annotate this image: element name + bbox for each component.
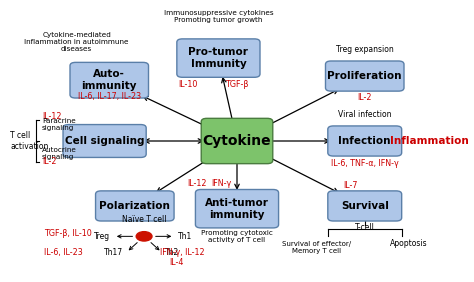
Text: Autocrine
signaling: Autocrine signaling	[42, 147, 77, 160]
FancyBboxPatch shape	[63, 125, 146, 157]
Text: IL-2: IL-2	[357, 93, 372, 102]
Text: IL-4: IL-4	[170, 258, 184, 267]
Text: Survival: Survival	[341, 201, 389, 211]
Text: IFN-γ, IL-12: IFN-γ, IL-12	[160, 248, 205, 257]
Text: Anti-tumor
immunity: Anti-tumor immunity	[205, 198, 269, 219]
Text: Survival of effector/
Memory T cell: Survival of effector/ Memory T cell	[283, 241, 351, 254]
Text: Apoptosis: Apoptosis	[390, 239, 428, 248]
Text: IL-2: IL-2	[42, 157, 56, 166]
Text: IL-7: IL-7	[343, 181, 358, 190]
Text: Cytokine-mediated
Inflammation in autoimmune
diseases: Cytokine-mediated Inflammation in autoim…	[25, 32, 129, 52]
FancyBboxPatch shape	[326, 61, 404, 91]
Text: IL-12: IL-12	[42, 112, 62, 121]
Text: Th2: Th2	[165, 248, 180, 257]
Text: IL-10: IL-10	[178, 80, 198, 89]
Text: IFN-γ: IFN-γ	[211, 179, 232, 188]
Text: IL-6, IL-23: IL-6, IL-23	[44, 248, 83, 257]
Text: Naïve T cell: Naïve T cell	[122, 215, 166, 224]
Text: T-cell: T-cell	[355, 223, 374, 232]
Text: TGF-β: TGF-β	[226, 80, 249, 89]
Text: T cell
activation: T cell activation	[10, 131, 49, 151]
Text: Immunosuppressive cytokines
Promoting tumor growth: Immunosuppressive cytokines Promoting tu…	[164, 10, 273, 23]
Text: Promoting cytotoxic
activity of T cell: Promoting cytotoxic activity of T cell	[201, 230, 273, 243]
FancyBboxPatch shape	[201, 118, 273, 164]
Text: Treg: Treg	[94, 232, 110, 241]
Text: Pro-tumor
Immunity: Pro-tumor Immunity	[189, 47, 248, 69]
Text: Paracrine
signaling: Paracrine signaling	[42, 118, 76, 131]
Text: Polarization: Polarization	[100, 201, 170, 211]
Text: IL-6, TNF-α, IFN-γ: IL-6, TNF-α, IFN-γ	[331, 159, 399, 168]
Text: TGF-β, IL-10: TGF-β, IL-10	[44, 229, 92, 238]
Text: IL-12: IL-12	[187, 179, 207, 188]
Text: Viral infection: Viral infection	[338, 110, 392, 119]
FancyBboxPatch shape	[195, 190, 279, 228]
Text: Inflammation: Inflammation	[390, 136, 468, 146]
Text: IL-6, IL-17, IL-23: IL-6, IL-17, IL-23	[78, 92, 141, 101]
Text: Treg expansion: Treg expansion	[336, 45, 393, 54]
Text: Cytokine: Cytokine	[203, 134, 271, 148]
Text: Cell signaling: Cell signaling	[65, 136, 145, 146]
FancyBboxPatch shape	[70, 62, 148, 98]
FancyBboxPatch shape	[96, 191, 174, 221]
Text: Th17: Th17	[104, 248, 123, 257]
Text: Infection: Infection	[338, 136, 391, 146]
FancyBboxPatch shape	[177, 39, 260, 77]
FancyBboxPatch shape	[328, 126, 401, 156]
Text: Proliferation: Proliferation	[328, 71, 402, 81]
Text: Th1: Th1	[178, 232, 192, 241]
Circle shape	[136, 232, 152, 241]
Text: Auto-
immunity: Auto- immunity	[82, 69, 137, 91]
FancyBboxPatch shape	[328, 191, 401, 221]
